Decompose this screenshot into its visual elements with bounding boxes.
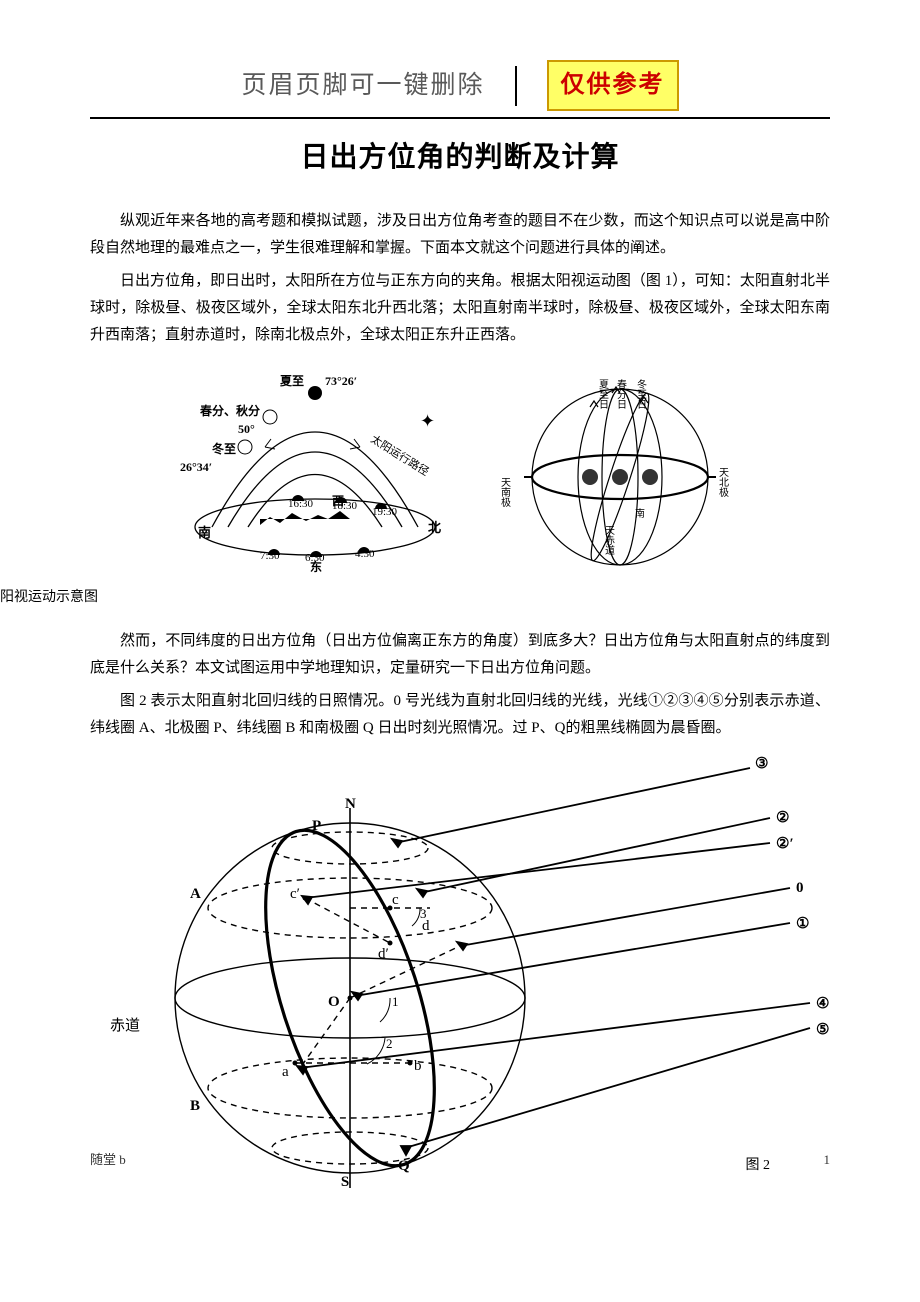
svg-text:3: 3 xyxy=(420,906,427,921)
svg-text:✦: ✦ xyxy=(420,411,435,431)
footer-page-number: 1 xyxy=(824,1148,831,1171)
page-title: 日出方位角的判断及计算 xyxy=(90,133,830,183)
page-header: 页眉页脚可一键删除 仅供参考 xyxy=(90,60,830,111)
svg-text:26°34′: 26°34′ xyxy=(180,460,212,474)
svg-text:北: 北 xyxy=(428,520,441,535)
svg-text:天北极: 天北极 xyxy=(717,467,729,498)
paragraph-1: 纵观近年来各地的高考题和模拟试题，涉及日出方位角考查的题目不在少数，而这个知识点… xyxy=(90,208,830,262)
svg-text:c′: c′ xyxy=(290,886,300,902)
svg-text:天赤道: 天赤道 xyxy=(603,525,615,555)
svg-text:赤道: 赤道 xyxy=(110,1017,140,1034)
svg-text:c: c xyxy=(392,892,399,908)
svg-text:2: 2 xyxy=(386,1036,393,1051)
svg-text:①: ① xyxy=(796,916,809,932)
svg-text:天南极: 天南极 xyxy=(499,477,511,508)
svg-text:⑤: ⑤ xyxy=(816,1022,829,1038)
figure-2-wrap: N S P Q A B O a b c c′ d d′ 赤道 ③ ② ②′ 0 … xyxy=(90,748,830,1198)
paragraph-4: 图 2 表示太阳直射北回归线的日照情况。0 号光线为直射北回归线的光线，光线①②… xyxy=(90,688,830,742)
svg-text:冬至日: 冬至日 xyxy=(635,377,647,408)
svg-text:P: P xyxy=(312,818,321,834)
svg-text:太阳运行路径: 太阳运行路径 xyxy=(368,432,431,478)
svg-text:S: S xyxy=(341,1174,349,1188)
header-divider xyxy=(515,66,517,106)
footer-left: 随堂 b xyxy=(90,1148,126,1171)
svg-text:③: ③ xyxy=(755,756,768,772)
svg-text:B: B xyxy=(190,1098,200,1114)
svg-text:a: a xyxy=(282,1064,289,1080)
svg-text:春分日: 春分日 xyxy=(615,378,627,408)
svg-text:1: 1 xyxy=(392,994,399,1009)
svg-text:73°26′: 73°26′ xyxy=(325,374,357,388)
celestial-sphere-diagram: 夏至日 春分日 冬至日 天南极 天北极 天赤道 南 xyxy=(490,367,750,577)
header-rule xyxy=(90,117,830,119)
svg-text:50°: 50° xyxy=(238,422,255,436)
earth-illumination-diagram: N S P Q A B O a b c c′ d d′ 赤道 ③ ② ②′ 0 … xyxy=(90,748,830,1188)
svg-text:冬至: 冬至 xyxy=(212,441,236,456)
svg-text:②: ② xyxy=(776,810,789,826)
page-footer: 随堂 b 1 xyxy=(90,1148,830,1171)
svg-text:④: ④ xyxy=(816,996,829,1012)
figure-1-caption: 阳视运动示意图 xyxy=(0,585,830,610)
sun-path-dome-diagram: ✦ 夏至 73°26′ 春分、秋分 50° 冬至 26°34′ 太阳运行路径 南… xyxy=(170,367,460,577)
svg-text:b: b xyxy=(414,1058,422,1074)
svg-text:夏至日: 夏至日 xyxy=(597,378,609,408)
svg-text:南: 南 xyxy=(635,507,645,520)
svg-text:春分、秋分: 春分、秋分 xyxy=(199,403,260,418)
svg-text:夏至: 夏至 xyxy=(280,374,304,388)
svg-text:d′: d′ xyxy=(378,946,389,962)
svg-text:A: A xyxy=(190,886,201,902)
svg-text:N: N xyxy=(345,796,356,812)
figure-1-row: ✦ 夏至 73°26′ 春分、秋分 50° 冬至 26°34′ 太阳运行路径 南… xyxy=(90,367,830,577)
svg-text:②′: ②′ xyxy=(776,836,794,852)
header-badge: 仅供参考 xyxy=(547,60,679,111)
svg-text:O: O xyxy=(328,994,340,1010)
paragraph-3: 然而，不同纬度的日出方位角（日出方位偏离正东方的角度）到底多大？日出方位角与太阳… xyxy=(90,628,830,682)
svg-text:0: 0 xyxy=(796,880,804,896)
paragraph-2: 日出方位角，即日出时，太阳所在方位与正东方向的夹角。根据太阳视运动图（图 1），… xyxy=(90,268,830,349)
svg-text:南: 南 xyxy=(198,525,211,540)
header-subtitle: 页眉页脚可一键删除 xyxy=(241,63,484,108)
